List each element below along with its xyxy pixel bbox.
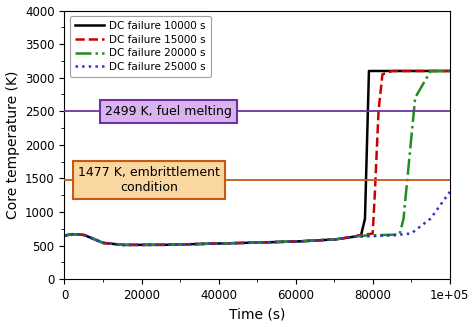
Line: DC failure 10000 s: DC failure 10000 s [65,71,450,245]
DC failure 10000 s [105,242,111,246]
DC failure 15000 s [447,69,453,73]
DC failure 25000 s [439,200,445,204]
DC failure 15000 s [129,243,134,247]
DC failure 20000 s [209,242,215,246]
DC failure 25000 s [105,242,111,246]
DC failure 20000 s [62,233,67,237]
DC failure 20000 s [119,243,125,247]
DC failure 20000 s [447,69,453,73]
Line: DC failure 25000 s: DC failure 25000 s [65,192,450,245]
DC failure 10000 s [366,69,372,73]
DC failure 10000 s [398,69,404,73]
X-axis label: Time (s): Time (s) [229,307,285,321]
DC failure 15000 s [62,233,67,237]
DC failure 25000 s [226,241,232,245]
DC failure 20000 s [105,242,111,246]
DC failure 20000 s [226,241,232,245]
DC failure 15000 s [398,69,404,73]
DC failure 10000 s [129,243,134,247]
DC failure 25000 s [62,233,67,237]
DC failure 15000 s [105,242,111,246]
Text: 2499 K, fuel melting: 2499 K, fuel melting [105,105,232,118]
DC failure 25000 s [129,243,134,247]
DC failure 10000 s [62,233,67,237]
Line: DC failure 20000 s: DC failure 20000 s [65,71,450,245]
DC failure 20000 s [439,69,445,73]
Line: DC failure 15000 s: DC failure 15000 s [65,71,450,245]
DC failure 10000 s [209,242,215,246]
DC failure 15000 s [439,69,445,73]
Text: 1477 K, embrittlement
condition: 1477 K, embrittlement condition [78,166,220,194]
DC failure 25000 s [209,242,215,246]
DC failure 15000 s [119,243,125,247]
Y-axis label: Core temperature (K): Core temperature (K) [6,71,19,219]
DC failure 20000 s [428,69,434,73]
DC failure 10000 s [226,241,232,245]
DC failure 25000 s [398,232,404,236]
DC failure 20000 s [129,243,134,247]
DC failure 10000 s [439,69,445,73]
DC failure 15000 s [209,242,215,246]
DC failure 15000 s [389,69,395,73]
DC failure 10000 s [447,69,453,73]
DC failure 10000 s [119,243,125,247]
Legend: DC failure 10000 s, DC failure 15000 s, DC failure 20000 s, DC failure 25000 s: DC failure 10000 s, DC failure 15000 s, … [70,16,211,77]
DC failure 25000 s [119,243,125,247]
DC failure 25000 s [447,190,453,194]
DC failure 20000 s [398,228,404,232]
DC failure 15000 s [226,241,232,245]
